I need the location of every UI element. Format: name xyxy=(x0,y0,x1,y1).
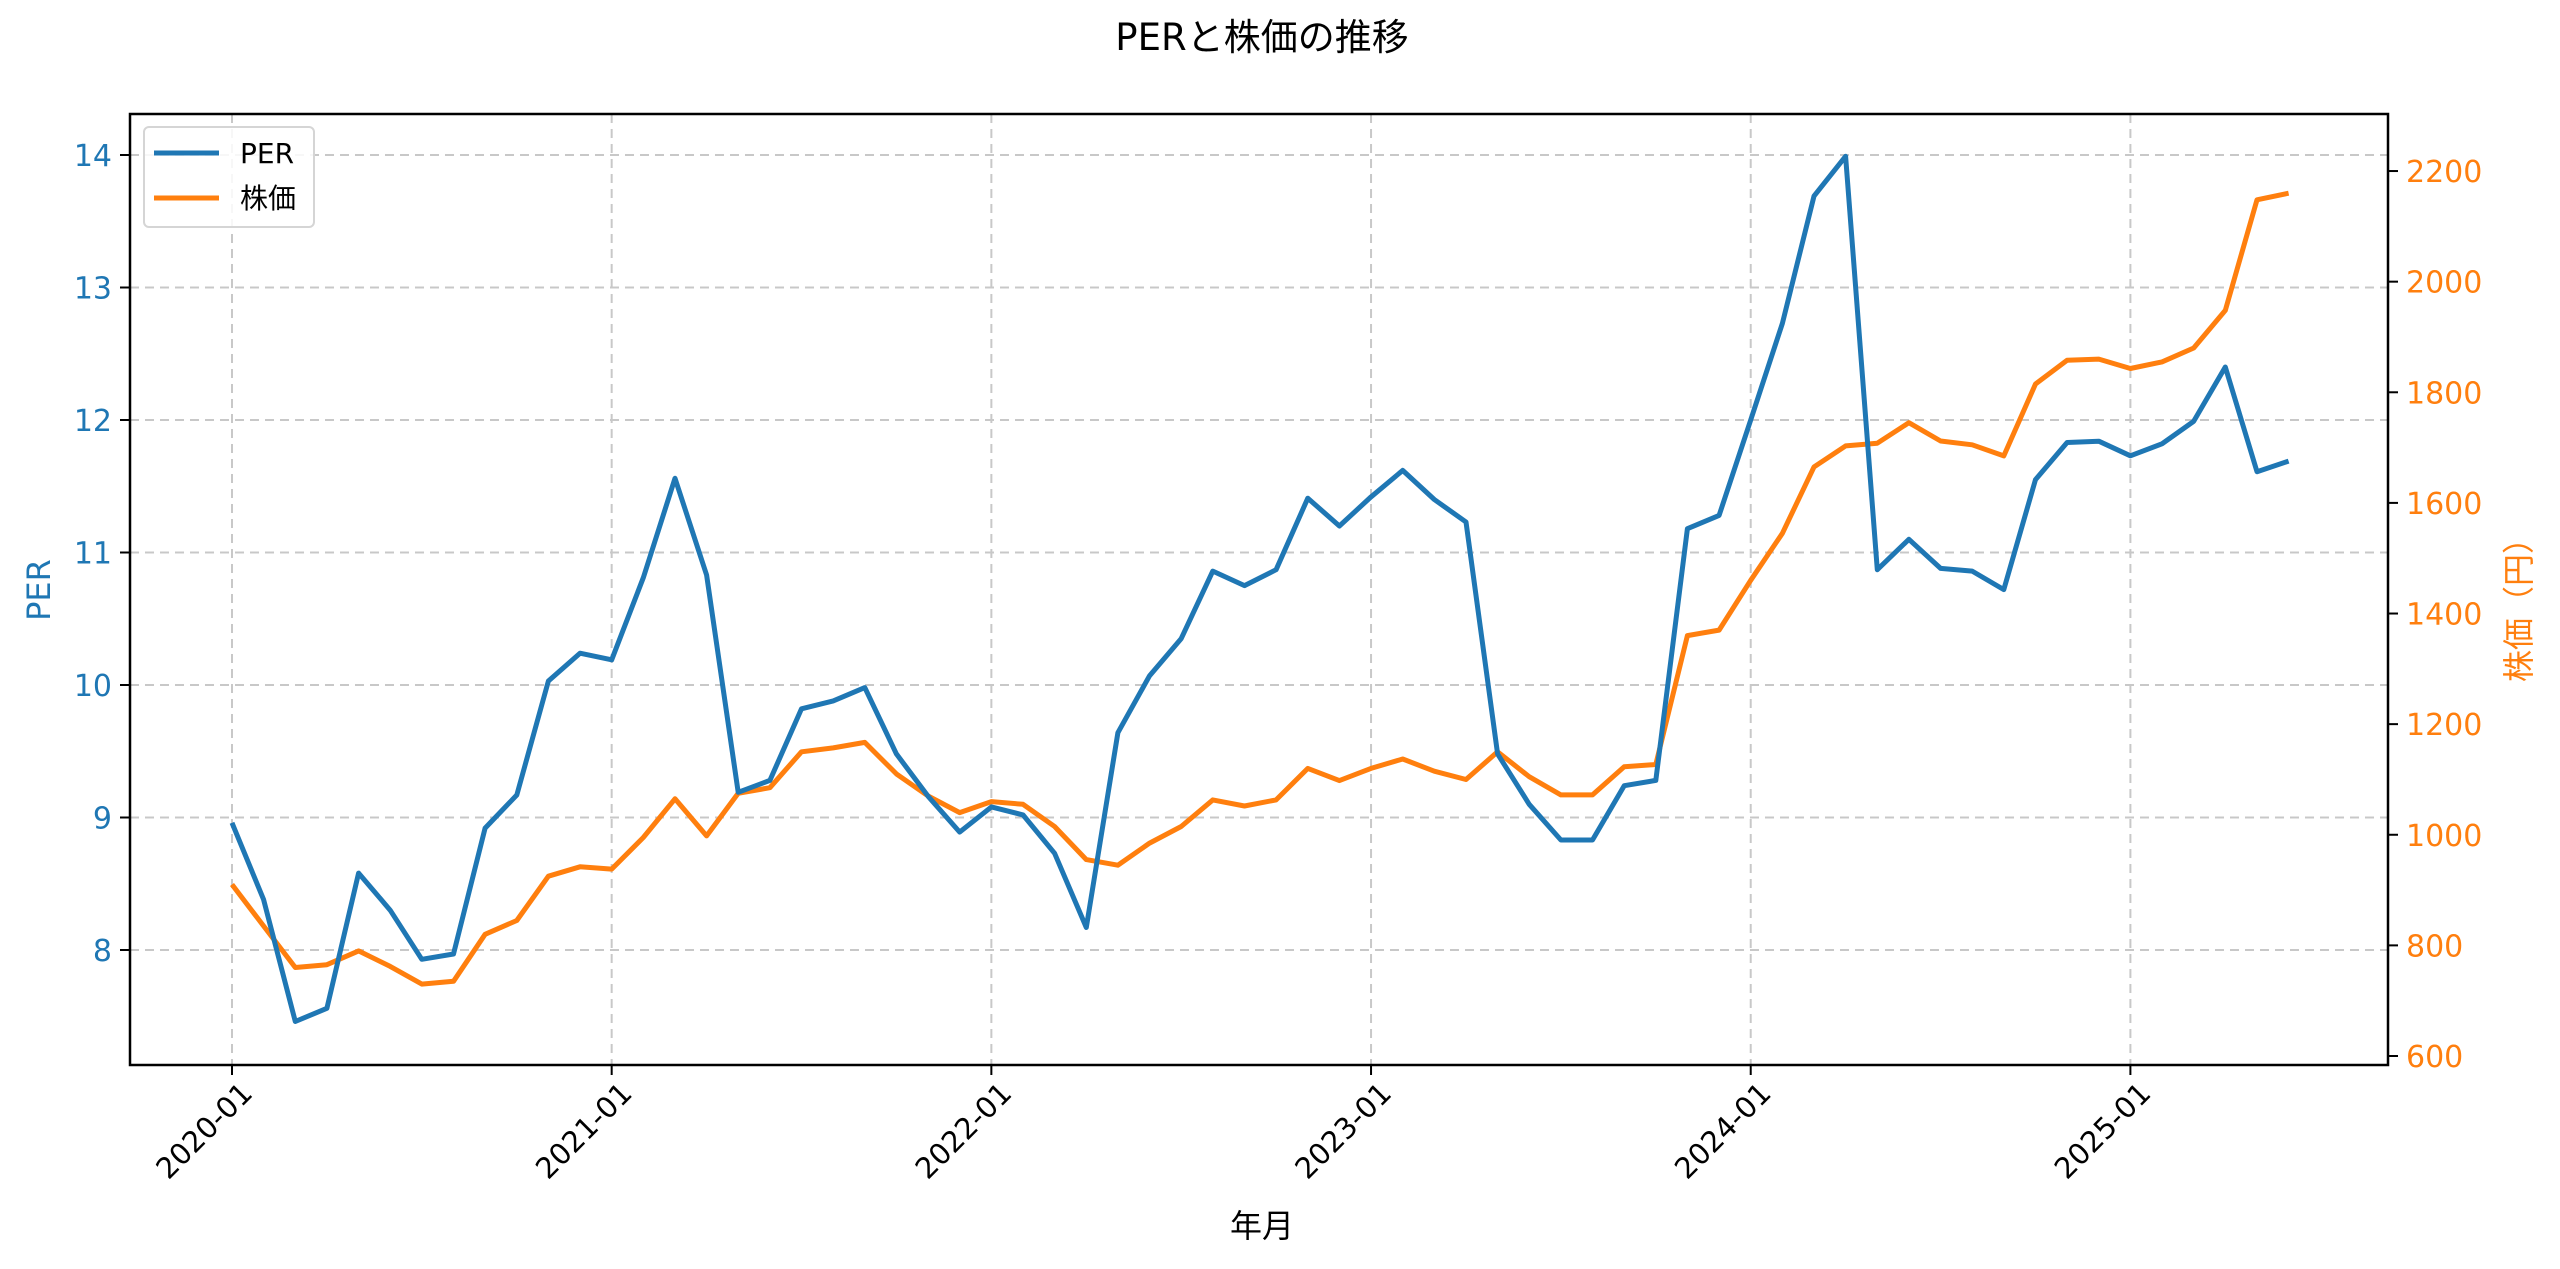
plot-frame xyxy=(128,112,2390,1067)
legend: PER 株価 xyxy=(143,126,315,228)
chart-title: PERと株価の推移 xyxy=(1115,16,1408,59)
x-axis-label: 年月 xyxy=(1230,1207,1294,1245)
left-axis-label: PER xyxy=(20,559,58,621)
left-tick-label: 9 xyxy=(93,802,112,837)
left-tick-label: 13 xyxy=(74,272,112,307)
right-axis-label: 株価（円） xyxy=(2500,522,2538,682)
right-tick-label: 2000 xyxy=(2406,266,2482,301)
right-tick-label: 1800 xyxy=(2406,376,2482,411)
x-tick-label: 2022-01 xyxy=(909,1076,1019,1186)
right-tick-label: 800 xyxy=(2406,929,2463,964)
x-tick-label: 2024-01 xyxy=(1668,1076,1778,1186)
per-line xyxy=(229,153,2290,1024)
legend-per-label: PER xyxy=(240,137,294,170)
right-y-axis: 600 800 1000 1200 1400 1600 1800 2000 2200 xyxy=(2388,155,2482,1075)
left-tick-label: 12 xyxy=(74,404,112,439)
grid-lines xyxy=(130,114,2388,1065)
x-axis: 2020-01 2021-01 2022-01 2023-01 2024-01 2025-… xyxy=(149,1065,2157,1186)
right-tick-label: 1200 xyxy=(2406,708,2482,743)
x-tick-label: 2025-01 xyxy=(2048,1076,2158,1186)
left-tick-label: 8 xyxy=(93,934,112,969)
left-tick-label: 14 xyxy=(74,139,112,174)
right-tick-label: 1000 xyxy=(2406,819,2482,854)
right-tick-label: 1400 xyxy=(2406,598,2482,633)
left-y-axis: 8 9 10 11 12 13 14 xyxy=(74,139,130,969)
x-tick-label: 2020-01 xyxy=(149,1076,259,1186)
legend-price-label: 株価 xyxy=(240,182,296,215)
right-tick-label: 600 xyxy=(2406,1040,2463,1075)
left-tick-label: 11 xyxy=(74,537,112,572)
price-line xyxy=(230,190,2290,987)
x-tick-label: 2021-01 xyxy=(529,1076,639,1186)
right-tick-label: 1600 xyxy=(2406,487,2482,522)
left-tick-label: 10 xyxy=(74,669,112,704)
x-tick-label: 2023-01 xyxy=(1288,1076,1398,1186)
right-tick-label: 2200 xyxy=(2406,155,2482,190)
